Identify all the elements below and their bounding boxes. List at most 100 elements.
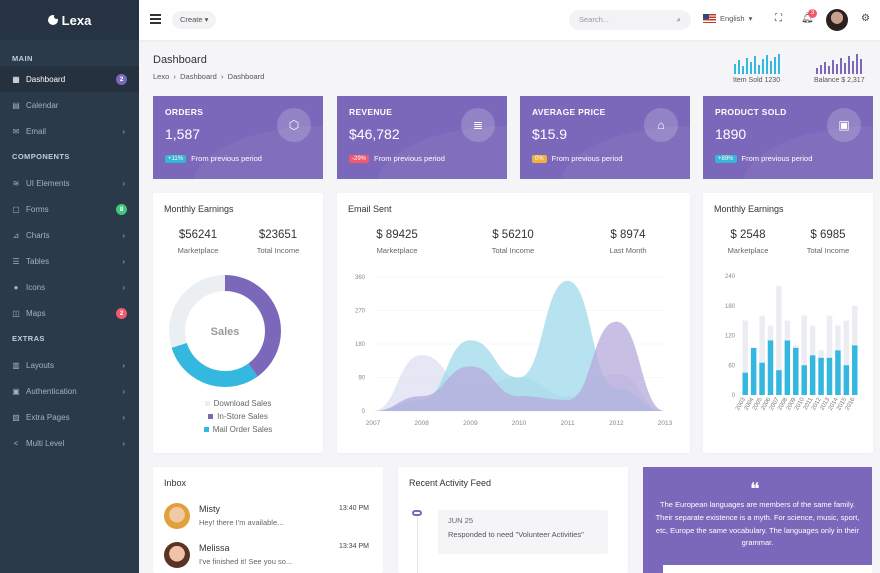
- sidebar-item-ui-elements[interactable]: ≋ UI Elements ›: [12, 178, 125, 188]
- inbox-card: Inbox Misty Hey! there I'm available... …: [153, 467, 383, 573]
- sidebar-item-authentication[interactable]: ▣ Authentication ›: [12, 386, 125, 396]
- bell-icon[interactable]: 🔔︎: [801, 13, 814, 24]
- user-avatar[interactable]: [826, 9, 848, 31]
- charts-icon: ⊿: [12, 230, 20, 240]
- chevron-right-icon: ›: [122, 126, 125, 136]
- sidebar-item-forms[interactable]: ▢ Forms 8: [0, 196, 139, 222]
- y-tick-label: 90: [358, 376, 365, 382]
- sidebar-item-charts[interactable]: ⊿ Charts ›: [12, 230, 125, 240]
- x-tick-label: 2009: [463, 420, 478, 427]
- kpi-total-income: $ 56210 Total Income: [491, 229, 535, 255]
- x-tick-label: 2011: [561, 420, 575, 427]
- sidebar-item-extra-pages[interactable]: ▧ Extra Pages ›: [12, 412, 125, 422]
- x-tick-label: 2007: [366, 420, 381, 427]
- search-input[interactable]: Search... ⌕: [569, 10, 691, 30]
- x-tick-label: 2008: [414, 420, 429, 427]
- sparkline-bar: [765, 55, 768, 74]
- bar: [759, 315, 765, 395]
- stat-change-pill: 0%: [532, 154, 547, 163]
- create-dropdown[interactable]: Create ▾: [172, 11, 217, 29]
- kpi-last-month: $ 8974 Last Month: [609, 229, 647, 255]
- chevron-right-icon: ›: [122, 230, 125, 240]
- bar: [826, 315, 833, 395]
- stat-label: ORDERS: [165, 107, 204, 117]
- sparkline-bar: [852, 61, 855, 74]
- settings-gear-icon[interactable]: ⚙: [861, 13, 870, 24]
- quote-icon: ❝: [750, 479, 760, 500]
- sender-name: Misty: [199, 504, 220, 514]
- tables-icon: ☰: [12, 256, 20, 266]
- kpi-marketplace: $ 89425 Marketplace: [376, 229, 418, 255]
- email-sent-area-chart: 0 90 180 270 360 2007 2008 2009 2010 2011 2012 2013: [355, 275, 673, 427]
- legend-swatch: [203, 427, 209, 432]
- fullscreen-icon[interactable]: ⛶: [775, 13, 782, 24]
- sparkline-bar: [773, 57, 776, 74]
- sparkline-bar: [816, 68, 819, 74]
- y-tick-label: 270: [355, 309, 366, 315]
- kpi-marketplace: $ 2548 Marketplace: [727, 229, 769, 255]
- avatar: [164, 542, 190, 568]
- calendar-icon: ▤: [12, 100, 20, 110]
- stat-value: 1,587: [165, 126, 201, 142]
- chevron-right-icon: ›: [122, 360, 125, 370]
- layers-icon: ≣: [461, 108, 495, 142]
- tag-icon: ⌂: [644, 108, 678, 142]
- items-sold-sparkline: Item Sold 1230: [733, 54, 780, 84]
- monthly-earnings-bar-card: Monthly Earnings $ 2548 Marketplace $ 698…: [703, 193, 873, 453]
- bar: [742, 320, 748, 395]
- stat-value: $15.9: [532, 126, 568, 142]
- stat-change-pill: -29%: [349, 154, 370, 163]
- sparkline-bar: [757, 65, 760, 74]
- sparkline-label: Item Sold 1230: [733, 77, 781, 84]
- sidebar-item-tables[interactable]: ☰ Tables ›: [12, 256, 125, 266]
- sparkline-bar: [860, 59, 863, 74]
- forms-icon: ▢: [12, 204, 20, 214]
- y-tick-label: 0: [362, 409, 366, 415]
- menu-toggle-icon[interactable]: [150, 14, 161, 26]
- stat-value: 1890: [715, 126, 747, 142]
- bar: [835, 350, 841, 395]
- sidebar-item-icons[interactable]: ● Icons ›: [13, 282, 125, 292]
- sparkline-bars: [814, 54, 865, 74]
- kpi-total-income: $23651 Total Income: [256, 229, 300, 255]
- sparkline-bar: [761, 59, 764, 74]
- chevron-right-icon: ›: [122, 256, 125, 266]
- card-title: Monthly Earnings: [164, 204, 234, 214]
- sidebar-item-layouts[interactable]: ▥ Layouts ›: [12, 360, 125, 370]
- pages-icon: ▧: [12, 412, 20, 422]
- timeline-line: [417, 515, 418, 573]
- stat-change-pill: +89%: [715, 154, 737, 163]
- legend-swatch: [204, 401, 210, 406]
- sidebar-item-email[interactable]: ✉ Email ›: [12, 126, 125, 136]
- bar: [776, 370, 782, 395]
- stat-note: From previous period: [374, 154, 445, 163]
- sidebar-item-multi-level[interactable]: < Multi Level ›: [13, 438, 125, 448]
- kpi-marketplace: $56241 Marketplace: [177, 229, 219, 255]
- sparkline-bar: [737, 60, 740, 74]
- avatar: [164, 503, 190, 529]
- kpi-total-income: $ 6985 Total Income: [806, 229, 850, 255]
- x-tick-label: 2016: [845, 396, 857, 411]
- bar: [801, 315, 807, 395]
- sparkline-label: Balance $ 2,317: [814, 77, 865, 84]
- legend-swatch: [208, 414, 214, 419]
- sparkline-bar: [777, 54, 780, 74]
- sparkline-bar: [848, 56, 851, 74]
- stat-note: From previous period: [551, 154, 623, 163]
- breadcrumb-item[interactable]: Dashboard: [180, 72, 217, 81]
- search-icon[interactable]: ⌕: [676, 15, 681, 24]
- orders-stat-card: ORDERS 1,587 +11% From previous period ⬡: [153, 96, 323, 179]
- sidebar-item-calendar[interactable]: ▤ Calendar: [12, 100, 59, 110]
- app-logo[interactable]: Lexa: [0, 0, 139, 40]
- sidebar-item-maps[interactable]: ◫ Maps 2: [0, 300, 139, 326]
- sidebar-item-dashboard[interactable]: ▦ Dashboard 2: [0, 66, 139, 92]
- stat-value: $46,782: [349, 126, 400, 142]
- activity-item: JUN 25 Responded to need "Volunteer Acti…: [438, 510, 608, 554]
- language-selector[interactable]: English ▾: [703, 14, 752, 23]
- dashboard-badge: 2: [116, 73, 127, 85]
- breadcrumb-item: Dashboard: [227, 72, 265, 81]
- breadcrumb-item[interactable]: Lexo: [153, 72, 170, 81]
- card-title: Inbox: [164, 478, 187, 488]
- card-title: Email Sent: [348, 204, 392, 214]
- chevron-right-icon: ›: [122, 178, 125, 188]
